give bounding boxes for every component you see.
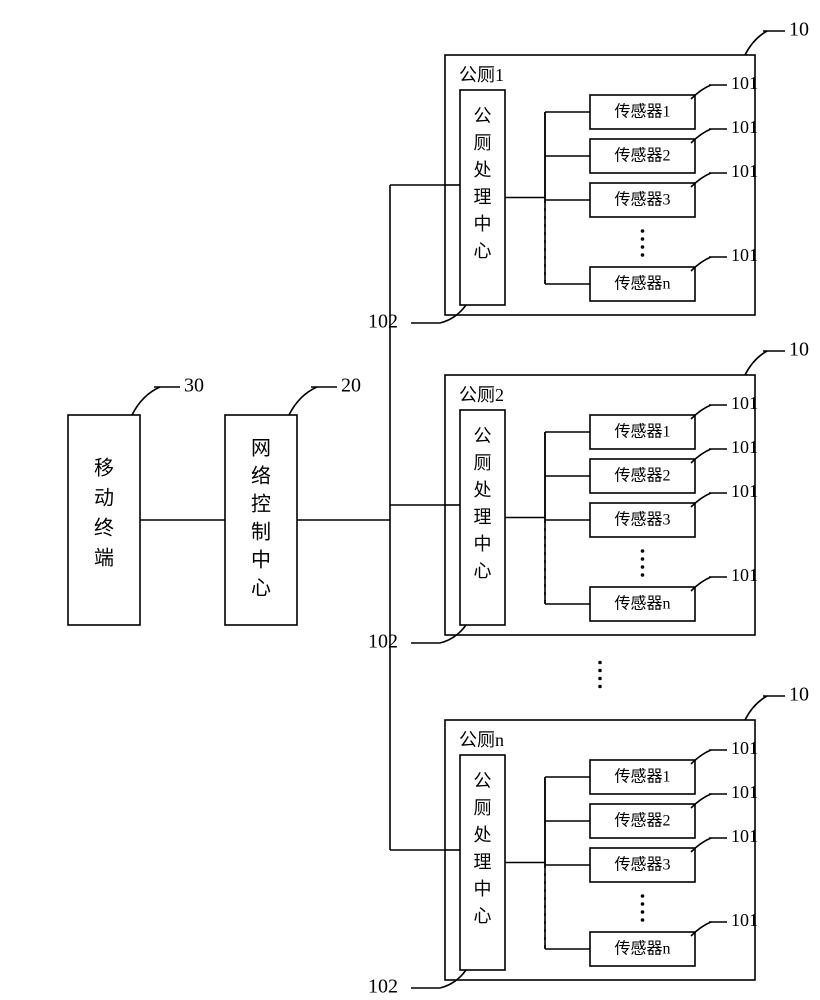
- svg-text:101: 101: [731, 565, 758, 585]
- svg-text:传感器1: 传感器1: [614, 423, 670, 441]
- svg-text:端: 端: [94, 547, 114, 570]
- svg-text:公: 公: [474, 771, 492, 791]
- svg-text:网: 网: [251, 438, 271, 460]
- svg-text:30: 30: [184, 375, 204, 397]
- svg-text:传感器n: 传感器n: [614, 595, 670, 613]
- svg-text:公: 公: [474, 426, 492, 446]
- svg-text:厕: 厕: [474, 453, 492, 473]
- svg-text:理: 理: [474, 852, 492, 872]
- svg-text:传感器2: 传感器2: [614, 812, 670, 830]
- svg-text:控: 控: [251, 493, 271, 516]
- svg-text:101: 101: [731, 73, 758, 93]
- svg-text:理: 理: [474, 507, 492, 527]
- svg-text:101: 101: [731, 437, 758, 457]
- svg-text:102: 102: [368, 631, 398, 653]
- svg-text:传感器2: 传感器2: [614, 147, 670, 165]
- svg-text:20: 20: [341, 375, 361, 397]
- svg-text:传感器3: 传感器3: [614, 511, 670, 529]
- svg-text:公厕2: 公厕2: [459, 385, 504, 405]
- svg-text:101: 101: [731, 393, 758, 413]
- svg-text:传感器1: 传感器1: [614, 768, 670, 786]
- svg-text:101: 101: [731, 161, 758, 181]
- svg-text:中: 中: [251, 549, 271, 572]
- svg-text:处: 处: [474, 825, 492, 845]
- svg-text:传感器n: 传感器n: [614, 275, 670, 293]
- svg-text:处: 处: [474, 160, 492, 180]
- svg-text:心: 心: [251, 578, 271, 600]
- svg-text:101: 101: [731, 782, 758, 802]
- svg-text:101: 101: [731, 481, 758, 501]
- svg-text:101: 101: [731, 826, 758, 846]
- svg-text:101: 101: [731, 117, 758, 137]
- svg-text:心: 心: [474, 241, 492, 261]
- svg-text:络: 络: [251, 465, 271, 488]
- svg-text:移: 移: [94, 457, 114, 480]
- svg-text:心: 心: [474, 906, 492, 926]
- svg-text:公: 公: [474, 106, 492, 126]
- svg-text:传感器3: 传感器3: [614, 191, 670, 209]
- svg-text:101: 101: [731, 738, 758, 758]
- svg-text:10: 10: [789, 339, 809, 361]
- svg-text:10: 10: [789, 684, 809, 706]
- svg-text:理: 理: [474, 187, 492, 207]
- svg-text:中: 中: [474, 214, 492, 234]
- svg-text:传感器2: 传感器2: [614, 467, 670, 485]
- svg-text:中: 中: [474, 879, 492, 899]
- svg-text:中: 中: [474, 534, 492, 554]
- svg-text:厕: 厕: [474, 798, 492, 818]
- svg-text:终: 终: [94, 517, 114, 540]
- svg-text:传感器1: 传感器1: [614, 103, 670, 121]
- svg-text:动: 动: [94, 487, 114, 510]
- svg-text:公厕n: 公厕n: [459, 730, 504, 750]
- svg-text:心: 心: [474, 561, 492, 581]
- svg-text:102: 102: [368, 311, 398, 333]
- svg-text:101: 101: [731, 910, 758, 930]
- svg-text:传感器n: 传感器n: [614, 940, 670, 958]
- svg-text:10: 10: [789, 19, 809, 41]
- svg-text:制: 制: [251, 521, 271, 544]
- svg-text:101: 101: [731, 245, 758, 265]
- svg-text:公厕1: 公厕1: [459, 65, 504, 85]
- svg-text:厕: 厕: [474, 133, 492, 153]
- svg-text:处: 处: [474, 480, 492, 500]
- svg-text:102: 102: [368, 976, 398, 998]
- svg-text:传感器3: 传感器3: [614, 856, 670, 874]
